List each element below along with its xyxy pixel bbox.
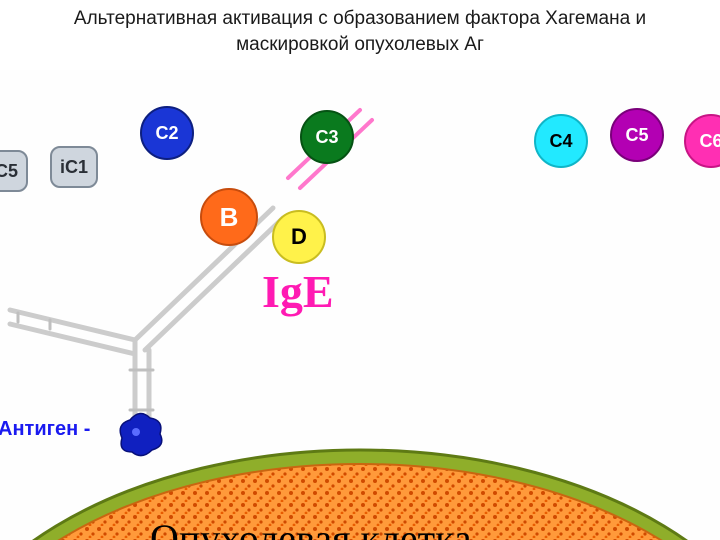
antigen-label: Антиген - <box>0 418 90 441</box>
stage: Альтернативная активация с образованием … <box>0 0 720 540</box>
tumor-cell-label: Опухолевая клетка <box>150 515 472 540</box>
antigen-blob-layer <box>0 70 720 540</box>
ige-label: IgE <box>262 265 334 318</box>
diagram-area: C2C3C4C5C6BD iC5iC1 IgE Антиген - Опухол… <box>0 70 720 540</box>
page-title: Альтернативная активация с образованием … <box>40 6 680 57</box>
